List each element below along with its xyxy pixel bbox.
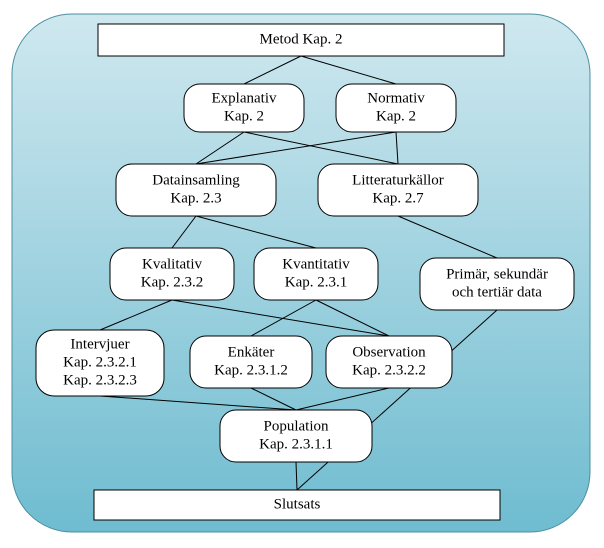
node-datainsamling: Datainsamling Kap. 2.3: [116, 164, 276, 216]
node-intervjuer-label-0: Intervjuer: [70, 336, 129, 352]
node-population-label-0: Population: [263, 418, 329, 434]
node-observation-label-1: Kap. 2.3.2.2: [352, 362, 426, 378]
node-slutsats: Slutsats: [94, 490, 500, 520]
node-population-label-1: Kap. 2.3.1.1: [259, 436, 333, 452]
node-observation-label-0: Observation: [352, 344, 426, 360]
node-enkater: Enkäter Kap. 2.3.1.2: [190, 336, 312, 388]
node-enkater-label-1: Kap. 2.3.1.2: [214, 362, 288, 378]
node-enkater-label-0: Enkäter: [228, 344, 275, 360]
node-metod: Metod Kap. 2: [98, 24, 504, 56]
node-observation: Observation Kap. 2.3.2.2: [326, 336, 452, 388]
node-explanativ: Explanativ Kap. 2: [184, 84, 304, 132]
node-slutsats-label-0: Slutsats: [274, 496, 321, 512]
node-kvalitativ: Kvalitativ Kap. 2.3.2: [110, 248, 234, 300]
node-litteratur-label-1: Kap. 2.7: [372, 190, 424, 206]
node-normativ-label-1: Kap. 2: [376, 108, 416, 124]
node-kvantitativ: Kvantitativ Kap. 2.3.1: [254, 248, 378, 300]
node-litteratur: Litteraturkällor Kap. 2.7: [318, 164, 478, 216]
node-explanativ-label-0: Explanativ: [212, 90, 277, 106]
node-normativ: Normativ Kap. 2: [336, 84, 456, 132]
node-explanativ-label-1: Kap. 2: [224, 108, 264, 124]
node-primar: Primär, sekundär och tertiär data: [420, 258, 574, 310]
node-primar-label-0: Primär, sekundär: [446, 266, 548, 282]
node-primar-label-1: och tertiär data: [452, 284, 542, 300]
node-metod-label-0: Metod Kap. 2: [260, 31, 343, 47]
node-datainsamling-label-1: Kap. 2.3: [170, 190, 221, 206]
node-population: Population Kap. 2.3.1.1: [220, 410, 372, 462]
node-intervjuer-label-2: Kap. 2.3.2.3: [63, 372, 137, 388]
node-kvantitativ-label-0: Kvantitativ: [282, 256, 350, 272]
node-kvalitativ-label-1: Kap. 2.3.2: [141, 274, 204, 290]
node-kvantitativ-label-1: Kap. 2.3.1: [285, 274, 348, 290]
node-normativ-label-0: Normativ: [367, 90, 425, 106]
node-kvalitativ-label-0: Kvalitativ: [142, 256, 202, 272]
node-datainsamling-label-0: Datainsamling: [152, 172, 240, 188]
method-diagram: Metod Kap. 2 Explanativ Kap. 2 Normativ Kap.…: [0, 0, 604, 548]
node-intervjuer-label-1: Kap. 2.3.2.1: [63, 354, 137, 370]
node-intervjuer: Intervjuer Kap. 2.3.2.1 Kap. 2.3.2.3: [36, 330, 164, 396]
node-litteratur-label-0: Litteraturkällor: [352, 172, 444, 188]
